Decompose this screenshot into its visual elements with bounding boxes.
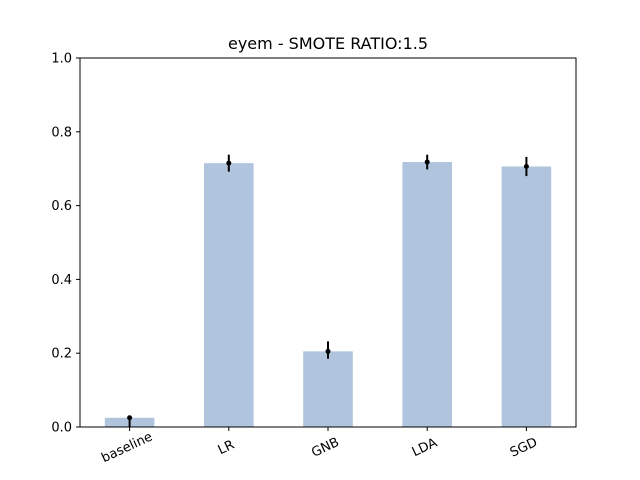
y-tick-label-0.4: 0.4	[51, 273, 72, 288]
bar-GNB	[303, 351, 353, 427]
y-tick-label-1.0: 1.0	[51, 52, 72, 67]
x-tick-label-SGD: SGD	[508, 435, 540, 461]
x-tick-label-LR: LR	[216, 438, 237, 458]
y-tick-label-0.2: 0.2	[51, 347, 72, 362]
y-tick-label-0.0: 0.0	[51, 421, 72, 436]
y-tick-label-0.6: 0.6	[51, 199, 72, 214]
bar-LR	[204, 163, 254, 428]
mean-point-GNB	[325, 348, 331, 354]
chart-title: eyem - SMOTE RATIO:1.5	[228, 34, 428, 53]
mean-point-LDA	[424, 159, 430, 165]
mean-point-LR	[226, 160, 232, 166]
mean-point-SGD	[523, 163, 529, 169]
bar-SGD	[501, 166, 552, 427]
mean-point-baseline	[127, 415, 133, 421]
x-tick-label-LDA: LDA	[410, 436, 440, 461]
bar-LDA	[402, 162, 452, 428]
x-tick-label-baseline: baseline	[99, 430, 155, 467]
bar-group	[104, 162, 552, 428]
x-axis: baseline LR GNB LDA SGD	[99, 427, 540, 466]
y-tick-label-0.8: 0.8	[51, 125, 72, 140]
error-bar-group	[127, 154, 529, 427]
y-axis: 0.0 0.2 0.4 0.6 0.8 1.0	[51, 52, 80, 436]
x-tick-label-GNB: GNB	[309, 435, 341, 461]
